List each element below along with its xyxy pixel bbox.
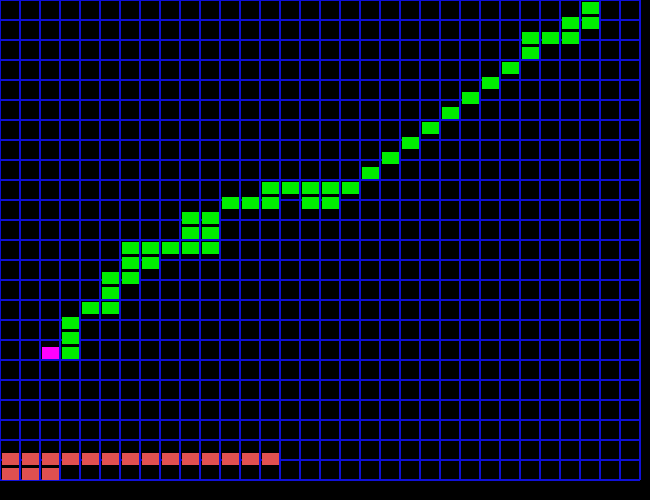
snake-head <box>42 347 59 359</box>
snake-segment <box>102 302 119 314</box>
snake-segment <box>62 317 79 329</box>
snake-segment <box>142 257 159 269</box>
length-bar-cell <box>102 453 119 465</box>
length-bar-cell <box>22 453 39 465</box>
snake-segment <box>102 287 119 299</box>
snake-segment <box>582 17 599 29</box>
snake-segment <box>422 122 439 134</box>
snake-segment <box>62 347 79 359</box>
length-bar-cell <box>82 453 99 465</box>
length-bar-cell <box>2 453 19 465</box>
length-bar-cell <box>242 453 259 465</box>
snake-segment <box>262 197 279 209</box>
snake-segment <box>162 242 179 254</box>
snake-segment <box>282 182 299 194</box>
snake-segment <box>182 212 199 224</box>
length-bar <box>2 453 279 480</box>
snake-segment <box>242 197 259 209</box>
snake-segment <box>562 17 579 29</box>
snake-segment <box>122 257 139 269</box>
length-bar-cell <box>2 468 19 480</box>
snake-segment <box>262 182 279 194</box>
snake-segment <box>482 77 499 89</box>
length-bar-cell <box>122 453 139 465</box>
snake-segment <box>562 32 579 44</box>
snake-segment <box>322 197 339 209</box>
snake-segment <box>362 167 379 179</box>
length-bar-cell <box>42 453 59 465</box>
snake-segment <box>82 302 99 314</box>
snake-segment <box>182 242 199 254</box>
length-bar-cell <box>182 453 199 465</box>
snake-segment <box>382 152 399 164</box>
length-bar-cell <box>262 453 279 465</box>
snake-segment <box>342 182 359 194</box>
snake-segment <box>322 182 339 194</box>
grid-lines <box>0 0 641 481</box>
snake-segment <box>582 2 599 14</box>
snake-segment <box>202 227 219 239</box>
snake-segment <box>182 227 199 239</box>
snake-segment <box>402 137 419 149</box>
snake-segment <box>202 212 219 224</box>
snake-segment <box>142 242 159 254</box>
snake-segment <box>122 242 139 254</box>
length-bar-cell <box>62 453 79 465</box>
snake-segment <box>222 197 239 209</box>
snake <box>42 2 599 359</box>
snake-segment <box>202 242 219 254</box>
snake-segment <box>522 47 539 59</box>
snake-segment <box>122 272 139 284</box>
snake-segment <box>522 32 539 44</box>
length-bar-cell <box>162 453 179 465</box>
snake-segment <box>542 32 559 44</box>
snake-segment <box>502 62 519 74</box>
length-bar-cell <box>142 453 159 465</box>
snake-segment <box>302 197 319 209</box>
snake-segment <box>442 107 459 119</box>
length-bar-cell <box>22 468 39 480</box>
length-bar-cell <box>222 453 239 465</box>
length-bar-cell <box>202 453 219 465</box>
snake-segment <box>62 332 79 344</box>
length-bar-cell <box>42 468 59 480</box>
snake-segment <box>302 182 319 194</box>
snake-segment <box>462 92 479 104</box>
snake-segment <box>102 272 119 284</box>
